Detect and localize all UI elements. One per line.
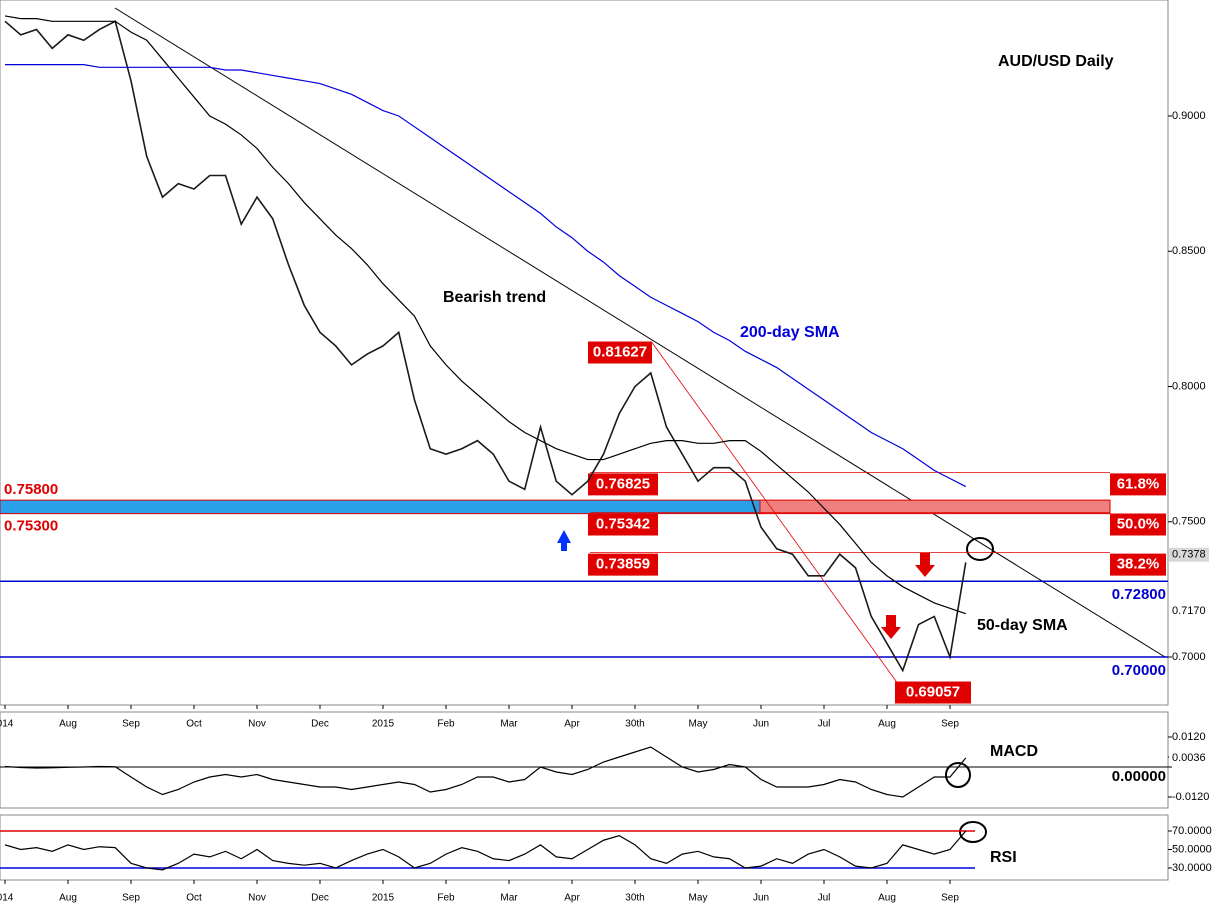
y-tick-label: 0.0120 — [1172, 731, 1206, 743]
x-tick-label: Sep — [941, 719, 959, 730]
value-box-label: 0.75342 — [596, 515, 650, 532]
x-tick-label: Jun — [753, 719, 769, 730]
series-line — [4, 15, 966, 615]
last-value-box — [1169, 604, 1209, 619]
series-line — [4, 830, 967, 871]
x-tick-label: Mar — [500, 719, 518, 730]
y-tick-label: 0.9000 — [1172, 110, 1206, 122]
chart-title: AUD/USD Daily — [998, 53, 1114, 70]
up-arrow — [557, 530, 571, 551]
rsi-panel — [0, 814, 1169, 881]
value-box — [1110, 473, 1166, 496]
x-tick-label: Sep — [941, 893, 959, 904]
y-tick-label: 30.0000 — [1172, 862, 1212, 874]
x-tick-label: May — [689, 893, 708, 904]
value-box-label: 0.69057 — [906, 683, 960, 700]
x-tick-label: 2015 — [372, 719, 395, 730]
current-price-label: 0.7378 — [1172, 549, 1206, 561]
series-label: MACD — [990, 743, 1038, 760]
value-box-label: 61.8% — [1117, 475, 1160, 492]
series-line — [5, 63, 967, 488]
zone-label: 0.75300 — [4, 518, 58, 535]
x-tick-label: Aug — [59, 719, 77, 730]
down-arrow — [881, 615, 901, 639]
x-tick-label: 014 — [0, 719, 14, 730]
x-tick-label: 014 — [0, 893, 14, 904]
series-line — [4, 746, 967, 798]
x-tick-label: Nov — [248, 893, 266, 904]
value-box — [588, 513, 658, 536]
zone-label: 0.75800 — [4, 481, 58, 498]
x-tick-label: Sep — [122, 719, 140, 730]
x-tick-label: Aug — [878, 893, 896, 904]
x-tick-label: 30th — [625, 893, 644, 904]
y-tick-label: 70.0000 — [1172, 825, 1212, 837]
x-tick-label: Dec — [311, 719, 329, 730]
value-box-label: 50.0% — [1117, 515, 1160, 532]
y-tick-label: 0.7500 — [1172, 516, 1206, 528]
support-zone — [0, 499, 761, 515]
x-tick-label: Aug — [59, 893, 77, 904]
value-box — [588, 553, 658, 576]
highlight-circle — [959, 821, 987, 843]
x-tick-label: Feb — [437, 893, 455, 904]
value-box — [1110, 513, 1166, 536]
highlight-circle — [966, 537, 994, 561]
down-arrow — [915, 553, 935, 577]
y-tick-label: 0.7000 — [1172, 651, 1206, 663]
x-tick-label: Jun — [753, 893, 769, 904]
x-tick-label: Aug — [878, 719, 896, 730]
series-label: 200-day SMA — [740, 324, 840, 341]
macd-panel — [0, 711, 1169, 809]
value-box — [588, 473, 658, 496]
y-tick-label: 50.0000 — [1172, 843, 1212, 855]
x-tick-label: Mar — [500, 893, 518, 904]
value-box — [588, 341, 652, 364]
last-value-label: 0.7170 — [1172, 605, 1206, 617]
x-tick-label: Apr — [564, 893, 580, 904]
annotation: Bearish trend — [443, 289, 546, 306]
y-tick-label: 0.00000 — [1112, 768, 1166, 785]
x-tick-label: May — [689, 719, 708, 730]
x-tick-label: Dec — [311, 893, 329, 904]
series-line — [4, 20, 967, 673]
x-tick-label: Jul — [818, 893, 831, 904]
value-box — [895, 681, 971, 704]
support-label: 0.70000 — [1112, 662, 1166, 679]
x-tick-label: Oct — [186, 893, 202, 904]
support-label: 0.72800 — [1112, 586, 1166, 603]
y-tick-label: 0.8500 — [1172, 245, 1206, 257]
trend-line — [114, 7, 1166, 658]
main-panel — [0, 0, 1169, 706]
x-tick-label: 30th — [625, 719, 644, 730]
x-tick-label: Feb — [437, 719, 455, 730]
x-tick-label: Sep — [122, 893, 140, 904]
value-box-label: 0.76825 — [596, 475, 650, 492]
value-box-label: 0.81627 — [593, 343, 647, 360]
series-label: RSI — [990, 849, 1017, 866]
current-price-box — [1169, 547, 1209, 562]
value-box-label: 38.2% — [1117, 556, 1160, 573]
x-tick-label: Nov — [248, 719, 266, 730]
highlight-circle — [945, 762, 971, 788]
x-tick-label: Jul — [818, 719, 831, 730]
resistance-zone — [759, 499, 1111, 515]
x-tick-label: Oct — [186, 719, 202, 730]
y-tick-label: 0.8000 — [1172, 380, 1206, 392]
series-label: 50-day SMA — [977, 617, 1068, 634]
value-box-label: 0.73859 — [596, 556, 650, 573]
last-value-label: 0.0036 — [1172, 752, 1206, 764]
x-tick-label: 2015 — [372, 893, 395, 904]
y-tick-label: -0.0120 — [1172, 791, 1209, 803]
last-value-box — [1169, 751, 1209, 765]
value-box — [1110, 553, 1166, 576]
x-tick-label: Apr — [564, 719, 580, 730]
